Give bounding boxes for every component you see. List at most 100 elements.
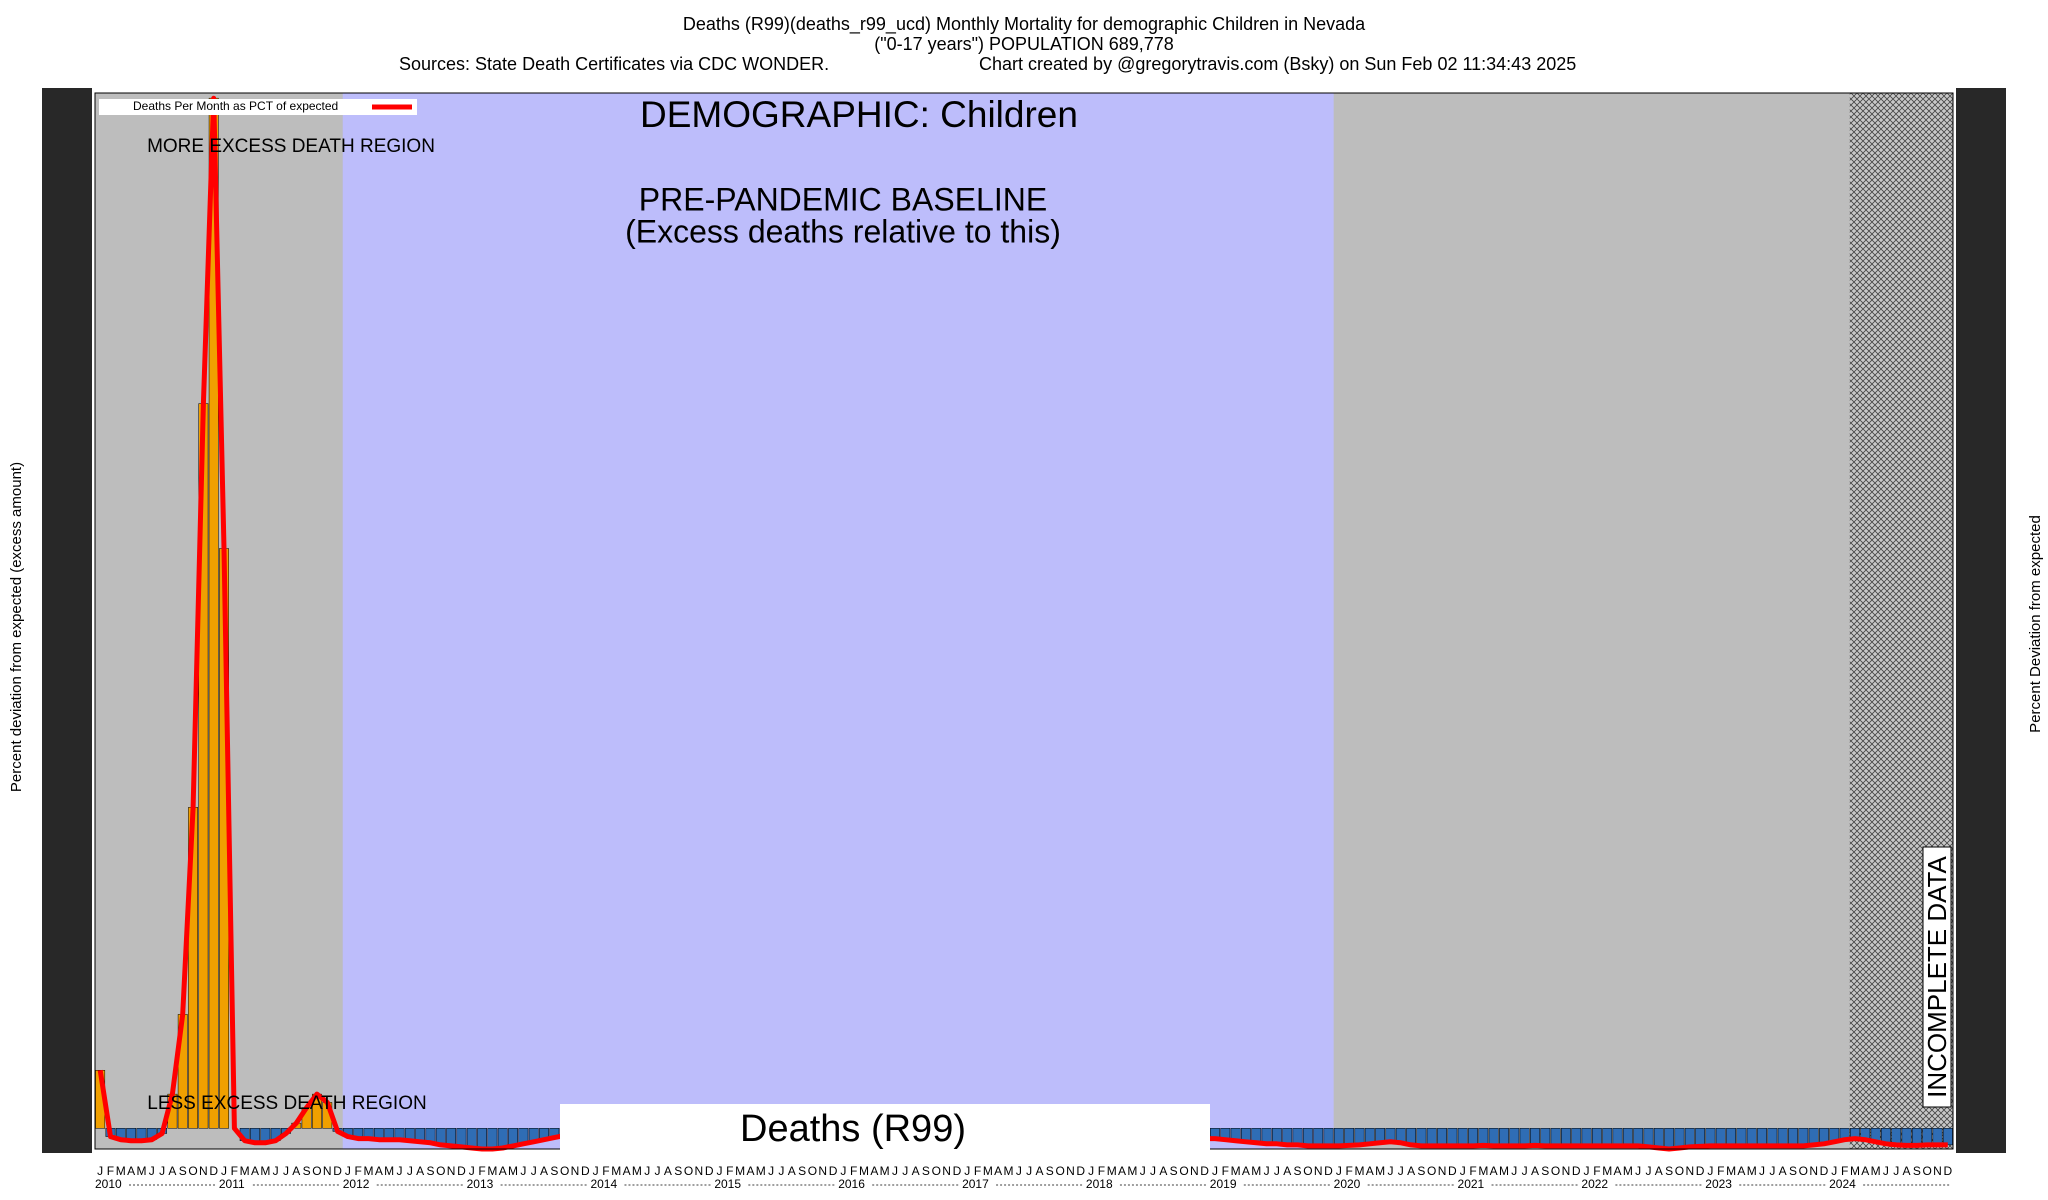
legend-label: Deaths Per Month as PCT of expected <box>133 99 338 113</box>
month-label: N <box>1314 1164 1323 1178</box>
year-label: 2013 <box>467 1177 494 1191</box>
month-label: D <box>1944 1164 1953 1178</box>
year-label: 2014 <box>590 1177 617 1191</box>
month-label: F <box>1469 1164 1476 1178</box>
month-label: J <box>1016 1164 1022 1178</box>
month-label: J <box>1140 1164 1146 1178</box>
month-label: O <box>808 1164 817 1178</box>
month-label: M <box>1107 1164 1117 1178</box>
month-label: M <box>1251 1164 1261 1178</box>
month-label: A <box>1407 1164 1415 1178</box>
month-label: M <box>859 1164 869 1178</box>
year-label: 2017 <box>962 1177 989 1191</box>
month-label: M <box>1747 1164 1757 1178</box>
month-label: F <box>107 1164 114 1178</box>
bar <box>487 1128 498 1150</box>
month-label: J <box>655 1164 661 1178</box>
month-label: M <box>384 1164 394 1178</box>
month-label: S <box>426 1164 434 1178</box>
month-label: S <box>303 1164 311 1178</box>
baseline-label: PRE-PANDEMIC BASELINE <box>639 181 1047 217</box>
month-label: D <box>705 1164 714 1178</box>
month-label: M <box>1602 1164 1612 1178</box>
month-label: J <box>1274 1164 1280 1178</box>
month-label: O <box>1179 1164 1188 1178</box>
month-label: A <box>168 1164 176 1178</box>
month-label: J <box>345 1164 351 1178</box>
month-label: F <box>602 1164 609 1178</box>
bar <box>1715 1128 1726 1147</box>
month-label: J <box>273 1164 279 1178</box>
year-label: 2020 <box>1334 1177 1361 1191</box>
month-label: M <box>1354 1164 1364 1178</box>
month-label: A <box>1614 1164 1622 1178</box>
month-label: J <box>159 1164 165 1178</box>
month-label: A <box>912 1164 920 1178</box>
month-label: J <box>149 1164 155 1178</box>
month-label: F <box>974 1164 981 1178</box>
month-label: D <box>829 1164 838 1178</box>
month-label: S <box>1541 1164 1549 1178</box>
month-label: A <box>746 1164 754 1178</box>
month-label: J <box>1511 1164 1517 1178</box>
month-label: J <box>1759 1164 1765 1178</box>
month-label: N <box>1933 1164 1942 1178</box>
month-label: N <box>695 1164 704 1178</box>
bar <box>1684 1128 1695 1148</box>
month-label: A <box>1655 1164 1663 1178</box>
month-label: J <box>397 1164 403 1178</box>
month-label: J <box>1150 1164 1156 1178</box>
month-label: J <box>97 1164 103 1178</box>
month-label: D <box>953 1164 962 1178</box>
month-label: O <box>1427 1164 1436 1178</box>
month-label: O <box>436 1164 445 1178</box>
month-label: M <box>880 1164 890 1178</box>
bar <box>1942 1128 1953 1146</box>
month-label: M <box>260 1164 270 1178</box>
year-label: 2023 <box>1705 1177 1732 1191</box>
month-label: A <box>499 1164 507 1178</box>
month-label: S <box>674 1164 682 1178</box>
bar <box>1571 1128 1582 1147</box>
y2-axis-ticks <box>1956 88 2006 1153</box>
month-label: S <box>179 1164 187 1178</box>
less-region-label: LESS EXCESS DEATH REGION <box>147 1093 426 1114</box>
month-label: S <box>1789 1164 1797 1178</box>
month-label: M <box>487 1164 497 1178</box>
month-label: J <box>1707 1164 1713 1178</box>
year-label: 2019 <box>1210 1177 1237 1191</box>
month-label: M <box>756 1164 766 1178</box>
month-label: J <box>902 1164 908 1178</box>
month-label: M <box>632 1164 642 1178</box>
month-label: A <box>540 1164 548 1178</box>
bar <box>1633 1128 1644 1147</box>
year-label: 2022 <box>1581 1177 1608 1191</box>
month-label: A <box>623 1164 631 1178</box>
bar <box>1437 1128 1447 1147</box>
month-label: N <box>199 1164 208 1178</box>
background-regions <box>42 88 2006 1153</box>
month-label: J <box>520 1164 526 1178</box>
month-label: D <box>333 1164 342 1178</box>
month-label: A <box>1779 1164 1787 1178</box>
bar <box>1561 1128 1571 1147</box>
bar <box>477 1128 487 1150</box>
month-label: J <box>1336 1164 1342 1178</box>
month-label: M <box>1478 1164 1488 1178</box>
month-label: D <box>1448 1164 1457 1178</box>
cause-label: Deaths (R99) <box>740 1108 966 1150</box>
month-label: O <box>188 1164 197 1178</box>
bar <box>1457 1128 1468 1147</box>
bar <box>1736 1128 1747 1147</box>
month-label: M <box>1726 1164 1736 1178</box>
more-region-label: MORE EXCESS DEATH REGION <box>147 136 435 157</box>
month-label: F <box>850 1164 857 1178</box>
month-label: F <box>1098 1164 1105 1178</box>
month-label: A <box>251 1164 259 1178</box>
month-label: J <box>283 1164 289 1178</box>
bar <box>1313 1128 1324 1147</box>
month-label: F <box>478 1164 485 1178</box>
month-label: F <box>1717 1164 1724 1178</box>
month-label: J <box>1645 1164 1651 1178</box>
month-label: M <box>1850 1164 1860 1178</box>
